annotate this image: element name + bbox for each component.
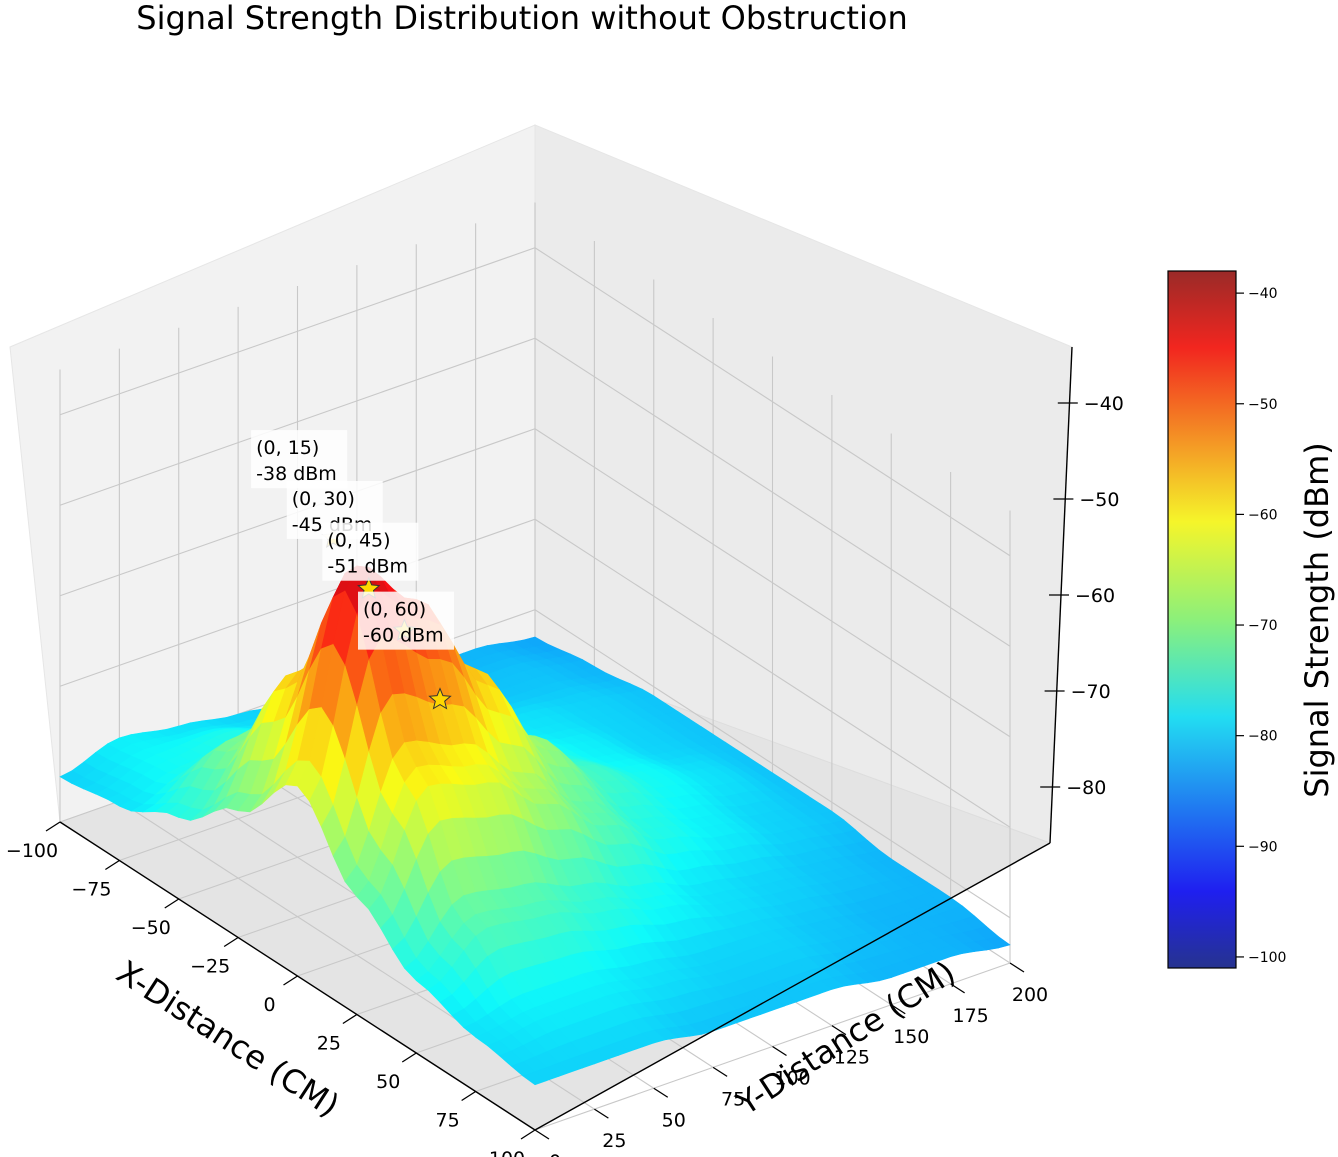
colorbar-tick-label: −80 — [1248, 729, 1278, 745]
x-tick — [45, 821, 61, 832]
y-tick-label: 100 — [774, 1068, 810, 1090]
annotation-value: -60 dBm — [363, 625, 444, 647]
y-tick-label: 175 — [952, 1005, 988, 1027]
y-tick — [712, 1066, 728, 1077]
colorbar — [1167, 270, 1237, 969]
x-tick — [342, 1013, 358, 1025]
x-tick-label: 50 — [376, 1071, 400, 1093]
y-tick-label: 75 — [721, 1088, 745, 1110]
x-tick — [283, 975, 298, 986]
y-tick — [534, 1129, 550, 1140]
z-tick-label: −80 — [1066, 777, 1106, 799]
y-tick-label: 50 — [662, 1109, 686, 1131]
z-tick-label: −60 — [1075, 585, 1115, 607]
colorbar-label: Signal Strength (dBm) — [1298, 442, 1336, 797]
annotation-point: (0, 30) — [292, 488, 355, 510]
colorbar-tick-label: −40 — [1248, 286, 1278, 302]
x-tick-label: −50 — [131, 917, 171, 939]
x-tick-label: 100 — [489, 1148, 525, 1157]
x-tick-label: 25 — [317, 1033, 341, 1055]
annotation-value: -51 dBm — [327, 556, 408, 578]
y-tick — [890, 1004, 906, 1015]
y-axis-line — [534, 842, 1051, 1131]
y-tick — [1009, 962, 1025, 973]
annotation-group: (0, 15)-38 dBm(0, 30)-45 dBm(0, 45)-51 d… — [251, 430, 454, 710]
grid-line-z — [59, 337, 1011, 647]
annotation-point: (0, 60) — [363, 599, 426, 621]
x-tick — [223, 936, 239, 948]
annotation-box — [322, 522, 419, 581]
z-tick-label: −40 — [1084, 393, 1124, 415]
y-tick-label: 150 — [893, 1026, 929, 1048]
annotation-value: -38 dBm — [256, 463, 337, 485]
annotation-box — [358, 591, 454, 650]
z-tick-label: −70 — [1071, 681, 1111, 703]
y-tick — [653, 1087, 669, 1098]
x-tick-label: −25 — [190, 956, 230, 978]
y-tick — [950, 983, 965, 994]
grid-line-z — [59, 247, 1011, 557]
surface-facet — [522, 1071, 548, 1086]
x-tick-label: −75 — [71, 879, 111, 901]
y-tick-label: 200 — [1012, 984, 1048, 1006]
annotation-point: (0, 15) — [256, 437, 319, 459]
annotation-box — [251, 430, 348, 489]
colorbar-tick-label: −50 — [1248, 397, 1278, 413]
axes: −100 −75 −50 −25 0 25 50 75 100 0 25 50 75 100 125 150 1… — [6, 346, 1124, 1157]
y-tick-label: 0 — [549, 1151, 561, 1157]
x-tick — [105, 859, 120, 871]
annotation-star — [428, 687, 452, 710]
x-tick — [461, 1090, 476, 1102]
y-tick — [831, 1025, 847, 1036]
colorbar-tick-label: −70 — [1248, 618, 1278, 634]
y-tick-label: 25 — [602, 1130, 626, 1152]
x-tick — [401, 1052, 417, 1063]
colorbar-tick-label: −90 — [1248, 839, 1278, 855]
chart-title: Signal Strength Distribution without Obs… — [136, 0, 907, 37]
x-tick-label: −100 — [6, 840, 58, 862]
annotation-point: (0, 45) — [327, 530, 390, 552]
y-tick-label: 125 — [834, 1047, 870, 1069]
colorbar-tick-label: −100 — [1248, 950, 1286, 966]
x-tick — [520, 1129, 536, 1140]
colorbar-ticks: −40 −50 −60 −70 −80 −90 −100 — [1236, 286, 1286, 966]
grid-line-z — [59, 518, 1011, 828]
x-tick-label: 0 — [263, 994, 275, 1016]
y-tick — [594, 1108, 609, 1119]
grid-line-z — [59, 428, 1011, 738]
x-tick-label: 75 — [436, 1110, 460, 1132]
y-tick — [772, 1045, 787, 1057]
z-tick-label: −50 — [1079, 489, 1119, 511]
x-tick — [164, 898, 180, 909]
colorbar-tick-label: −60 — [1248, 507, 1278, 523]
